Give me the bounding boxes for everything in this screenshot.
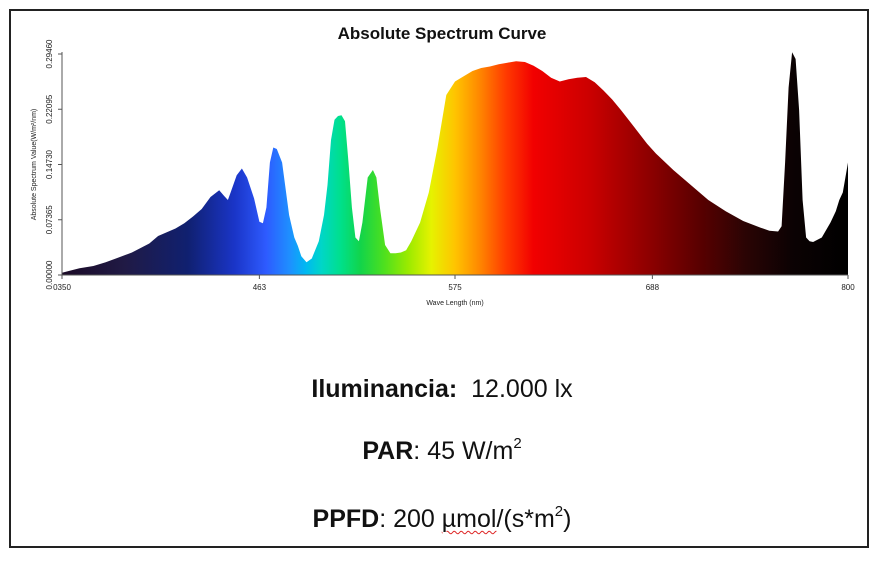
ppfd-unit-mid: /(s*m: [496, 505, 555, 533]
y-axis-label: Absolute Spectrum Value(W/m²/nm): [31, 109, 38, 221]
illuminance-label: Iluminancia:: [311, 375, 458, 403]
ppfd-line: PPFD: 200 µmol/(s*m2): [312, 503, 572, 533]
illuminance-line: Iluminancia: 12.000 lx: [0, 375, 884, 404]
y-tick-label: 0.14730: [45, 149, 54, 178]
ppfd-label: PPFD: [312, 505, 380, 533]
ppfd-unit-end: ): [563, 505, 572, 533]
spectrum-area: [62, 52, 848, 276]
x-axis-label: Wave Length (nm): [426, 300, 483, 307]
illuminance-value: 12.000 lx: [471, 375, 573, 403]
par-value: 45 W/m: [427, 437, 514, 465]
y-tick-label: 0.07365: [45, 205, 54, 234]
par-exponent: 2: [513, 435, 522, 452]
ppfd-number: 200: [393, 505, 442, 533]
x-tick-label: 800: [841, 283, 855, 292]
chart-title: Absolute Spectrum Curve: [337, 24, 547, 43]
ppfd-exponent: 2: [554, 503, 564, 520]
x-tick-label: 463: [253, 283, 267, 292]
figure-frame: [9, 9, 869, 548]
x-tick-label: 688: [646, 283, 660, 292]
par-label: PAR: [362, 437, 414, 465]
spectrum-chart: 0350 463 575 688 800 0.00000 0.07365 0.14730 0.2…: [31, 39, 855, 307]
par-line: PAR: 45 W/m2: [362, 435, 522, 465]
ppfd-value: 200 µmol/(s*m2): [393, 503, 572, 533]
y-tick-label: 0.29460: [45, 39, 54, 68]
x-tick-label: 0350: [53, 283, 71, 292]
y-tick-label: 0.22095: [45, 94, 54, 123]
ppfd-unit-word: µmol: [441, 505, 497, 533]
x-tick-label: 575: [448, 283, 462, 292]
y-tick-label: 0.00000: [45, 260, 54, 289]
